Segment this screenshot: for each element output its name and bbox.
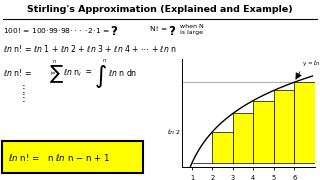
Text: Stirling's Approximation (Explained and Example): Stirling's Approximation (Explained and …	[27, 4, 293, 14]
Bar	[212, 132, 233, 163]
Text: n: n	[102, 58, 106, 63]
Text: $\sum$: $\sum$	[49, 63, 64, 85]
Bar	[274, 91, 294, 163]
Text: N! =: N! =	[150, 26, 170, 32]
Bar	[294, 82, 315, 163]
Text: when N
is large: when N is large	[180, 24, 204, 35]
Text: ?: ?	[168, 25, 175, 38]
Bar	[233, 113, 253, 163]
Text: $\it{\ell n}$ n dn: $\it{\ell n}$ n dn	[108, 68, 138, 78]
Text: $\it{\ell n}$ n! =   n $\it{\ell n}$ n $-$ n + 1: $\it{\ell n}$ n! = n $\it{\ell n}$ n $-$…	[8, 152, 110, 163]
Text: n: n	[53, 59, 56, 64]
FancyBboxPatch shape	[2, 141, 143, 173]
Text: $\it{\ell n}$ 2: $\it{\ell n}$ 2	[167, 127, 181, 136]
Text: 100! = 100$\cdot$99$\cdot$98$\cdot\cdot\cdot\cdot$2$\cdot$1 =: 100! = 100$\cdot$99$\cdot$98$\cdot\cdot\…	[3, 26, 111, 35]
Text: y = $\it{\ell n}$ n: y = $\it{\ell n}$ n	[302, 57, 320, 68]
Text: 1: 1	[100, 72, 103, 77]
Text: $\it{\ell n}$ n! = $\it{\ell n}$ 1 + $\it{\ell n}$ 2 + $\it{\ell n}$ 3 + $\it{\e: $\it{\ell n}$ n! = $\it{\ell n}$ 1 + $\i…	[3, 43, 177, 54]
Text: $\int$: $\int$	[94, 63, 107, 90]
Text: i=1: i=1	[50, 71, 59, 76]
Text: =: =	[83, 68, 94, 76]
Text: $\it{\ell n}$ n$_i$: $\it{\ell n}$ n$_i$	[63, 68, 83, 79]
Text: $\vdots$: $\vdots$	[18, 91, 25, 104]
Text: $\it{\ell n}$ n! =: $\it{\ell n}$ n! =	[3, 68, 33, 78]
Text: ?: ?	[110, 25, 117, 38]
Text: $\vdots$: $\vdots$	[18, 82, 25, 95]
Bar	[253, 100, 274, 163]
